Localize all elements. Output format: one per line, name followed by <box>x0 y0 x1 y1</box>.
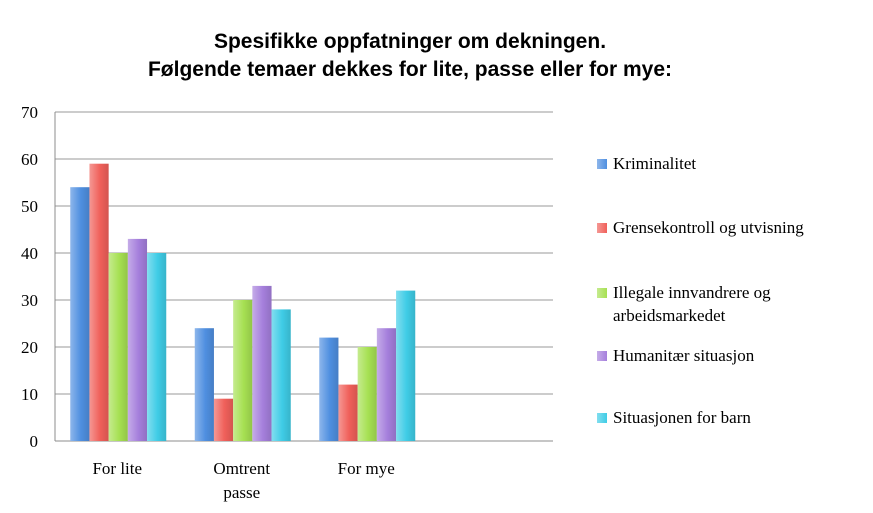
x-tick-label-1-1: passe <box>223 483 260 502</box>
bar-0-1 <box>89 163 109 441</box>
chart-legend: Kriminalitet Grensekontroll og utvisning I… <box>597 0 867 513</box>
chart-title-line-1: Spesifikke oppfatninger om dekningen. <box>213 30 607 53</box>
legend-label-0: Kriminalitet <box>613 154 697 173</box>
bar-2-2 <box>357 347 377 441</box>
y-tick-label-40: 40 <box>21 244 38 263</box>
bar-0-3 <box>127 238 148 441</box>
legend-swatch-3 <box>597 351 607 361</box>
x-tick-label-1-0: Omtrent <box>213 459 270 478</box>
legend-swatch-0 <box>597 159 607 169</box>
x-tick-label-2-0: For mye <box>338 459 395 478</box>
bar-1-1 <box>213 398 234 441</box>
bar-0-0 <box>70 187 90 441</box>
legend-swatch-4 <box>597 413 607 423</box>
bar-1-4 <box>271 309 291 441</box>
legend-swatch-1 <box>597 223 607 233</box>
y-tick-label-30: 30 <box>21 291 38 310</box>
bar-1-2 <box>233 300 253 441</box>
y-tick-label-20: 20 <box>21 338 38 357</box>
legend-label-4: Situasjonen for barn <box>613 408 751 427</box>
legend-label-1: Grensekontroll og utvisning <box>613 218 804 237</box>
x-tick-label-0-0: For lite <box>92 459 142 478</box>
bar-1-3 <box>252 285 272 441</box>
bar-2-0 <box>319 337 339 441</box>
bar-2-3 <box>376 328 397 441</box>
chart-title-line-2: Følgende temaer dekkes for lite, passe e… <box>147 58 673 81</box>
y-tick-label-10: 10 <box>21 385 38 404</box>
y-tick-label-0: 0 <box>30 432 39 451</box>
bar-1-0 <box>194 328 214 441</box>
bar-2-4 <box>396 290 416 441</box>
bar-2-1 <box>338 384 358 441</box>
legend-label-2: Illegale innvandrere og arbeidsmarkedet <box>613 283 771 325</box>
legend-label-3: Humanitær situasjon <box>613 346 755 365</box>
legend-swatch-2 <box>597 288 607 298</box>
y-tick-label-70: 70 <box>21 103 38 122</box>
bar-0-2 <box>108 253 128 441</box>
chart-title: Spesifikke oppfatninger om dekningen. Fø… <box>60 28 760 84</box>
y-tick-label-50: 50 <box>21 197 38 216</box>
bar-0-4 <box>147 253 167 441</box>
y-tick-label-60: 60 <box>21 150 38 169</box>
